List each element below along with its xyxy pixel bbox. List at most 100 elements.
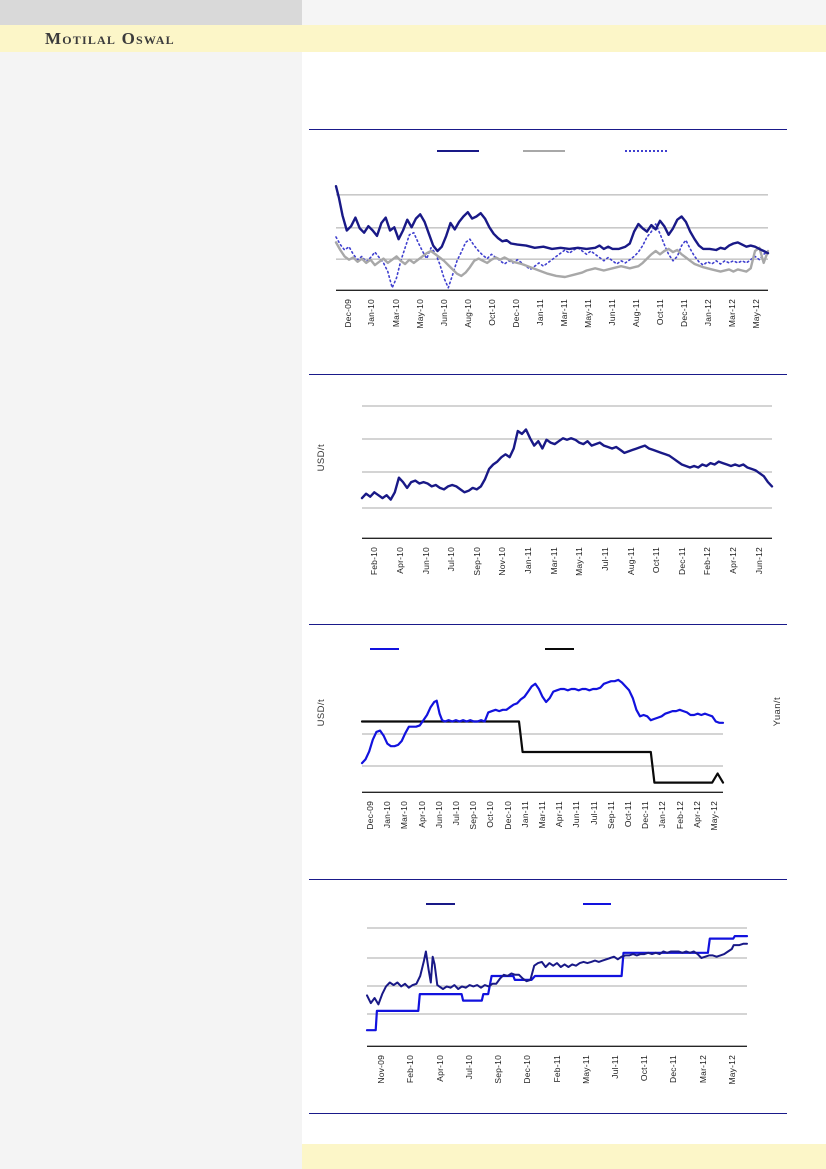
x-axis-tick-label: Sep-10: [468, 801, 479, 830]
chart-4-x-axis-labels: Nov-09 Feb-10 Apr-10 Jul-10 Sep-10 Dec-10 Feb-…: [367, 1050, 747, 1112]
x-axis-tick-label: Mar-11: [537, 801, 547, 829]
x-axis-tick-label: Feb-11: [551, 1055, 562, 1083]
section-divider-bottom: [309, 1113, 787, 1114]
x-axis-tick-label: Aug-10: [462, 299, 473, 328]
series-line-gray-solid: [334, 241, 770, 279]
chart-2-y-axis-label: USD/t: [316, 444, 327, 472]
chart-1-x-axis-labels: Dec-09 Jan-10 Mar-10 May-10 Jun-10 Aug-10 Oct-…: [336, 294, 768, 356]
x-axis-tick-label: Apr-10: [434, 1055, 445, 1082]
x-axis-tick-label: May-11: [580, 1055, 591, 1084]
series-line-blue-dotted: [335, 223, 769, 289]
x-axis-tick-label: Jul-10: [446, 547, 457, 572]
x-axis-tick-label: Apr-10: [394, 547, 405, 574]
x-axis-tick-label: Jan-10: [382, 801, 393, 829]
x-axis-tick-label: Oct-11: [622, 801, 633, 828]
legend-sample-solid-0: [370, 648, 399, 650]
x-axis-tick-label: Mar-10: [399, 801, 410, 830]
x-axis-tick-label: May-12: [726, 1055, 737, 1085]
series-line-bright-blue: [360, 678, 725, 765]
x-axis-tick-label: Jan-11: [534, 299, 545, 326]
legend-sample-solid-1: [545, 648, 574, 650]
x-axis-tick-label: Dec-10: [502, 801, 513, 830]
x-axis-tick-label: Dec-11: [676, 547, 687, 575]
x-axis-tick-label: Jun-10: [438, 299, 449, 327]
brand-banner: Motilal Oswal: [0, 25, 826, 52]
chart-4-plot: [365, 927, 749, 1048]
top-left-gray-bar: [0, 0, 302, 25]
chart-1-plot: [334, 185, 770, 292]
section-divider-2: [309, 374, 787, 375]
x-axis-tick-label: Jun-11: [571, 801, 582, 828]
x-axis-tick-label: Jul-11: [599, 547, 610, 571]
x-axis-tick-label: Jan-10: [366, 299, 377, 327]
x-axis-tick-label: Oct-11: [654, 299, 665, 326]
section-divider-4: [309, 879, 787, 880]
x-axis-tick-label: Sep-11: [605, 801, 616, 829]
chart-3-left-y-axis-label: USD/t: [316, 699, 327, 727]
section-divider-1: [309, 129, 787, 130]
x-axis-tick-label: Mar-12: [697, 1055, 708, 1084]
x-axis-tick-label: Jul-11: [609, 1055, 620, 1079]
x-axis-tick-label: Mar-12: [726, 299, 737, 328]
x-axis-tick-label: Jan-11: [523, 547, 534, 574]
x-axis-tick-label: Apr-12: [728, 547, 739, 574]
x-axis-tick-label: Feb-12: [674, 801, 685, 830]
legend-sample-solid-1: [583, 903, 611, 905]
series-line-bright-blue-step: [365, 935, 749, 1032]
chart-3-plot: [360, 678, 725, 794]
x-axis-tick-label: Jun-11: [606, 299, 617, 326]
x-axis-tick-label: Dec-11: [640, 801, 651, 829]
brand-logo-text: Motilal Oswal: [45, 28, 175, 48]
x-axis-tick-label: Sep-10: [493, 1055, 504, 1084]
x-axis-tick-label: May-12: [708, 801, 719, 831]
x-axis-tick-label: Feb-10: [405, 1055, 416, 1084]
x-axis-tick-label: Oct-11: [651, 547, 662, 574]
chart-2-plot: [360, 405, 774, 540]
x-axis-tick-label: Oct-11: [639, 1055, 650, 1082]
x-axis-tick-label: Feb-12: [702, 547, 713, 576]
x-axis-tick-label: Jul-11: [588, 801, 599, 825]
x-axis-tick-label: Nov-10: [497, 547, 508, 576]
section-divider-3: [309, 624, 787, 625]
x-axis-tick-label: Jan-11: [519, 801, 530, 828]
chart-3-right-y-axis-label: Yuan/t: [772, 697, 783, 727]
x-axis-tick-label: Sep-10: [471, 547, 482, 576]
x-axis-tick-label: Jun-10: [420, 547, 431, 575]
x-axis-tick-label: Jul-10: [463, 1055, 474, 1080]
series-line-navy-solid: [360, 428, 774, 501]
chart-1-legend: [0, 146, 826, 158]
legend-sample-solid-0: [437, 150, 479, 152]
x-axis-tick-label: Feb-10: [369, 547, 380, 576]
x-axis-tick-label: Jun-10: [433, 801, 444, 829]
x-axis-tick-label: Jun-12: [753, 547, 764, 575]
x-axis-tick-label: Dec-10: [510, 299, 521, 328]
chart-3-x-axis-labels: Dec-09 Jan-10 Mar-10 Apr-10 Jun-10 Jul-10 Sep-…: [362, 796, 723, 858]
x-axis-tick-label: Nov-09: [376, 1055, 387, 1084]
top-right-gray-bar: [302, 0, 826, 25]
x-axis-tick-label: Aug-11: [630, 299, 641, 327]
x-axis-tick-label: Dec-09: [342, 299, 353, 328]
legend-sample-solid-0: [426, 903, 455, 905]
x-axis-tick-label: May-11: [582, 299, 593, 328]
footer-yellow-bar: [302, 1144, 826, 1169]
x-axis-tick-label: Dec-10: [522, 1055, 533, 1084]
chart-3-legend: [0, 644, 826, 656]
x-axis-tick-label: Apr-12: [691, 801, 702, 828]
chart-4-legend: [0, 899, 826, 911]
x-axis-tick-label: Apr-10: [416, 801, 427, 828]
chart-2-x-axis-labels: Feb-10 Apr-10 Jun-10 Jul-10 Sep-10 Nov-10 Jan-…: [362, 542, 772, 604]
x-axis-tick-label: May-12: [750, 299, 761, 329]
legend-sample-solid-1: [523, 150, 565, 152]
series-line-navy-solid: [334, 185, 770, 255]
x-axis-tick-label: May-10: [414, 299, 425, 329]
series-line-navy-solid: [366, 942, 748, 1006]
x-axis-tick-label: Jan-12: [657, 801, 668, 829]
left-sidebar-panel: [0, 52, 302, 1169]
x-axis-tick-label: Oct-10: [486, 299, 497, 326]
x-axis-tick-label: Aug-11: [625, 547, 636, 575]
x-axis-tick-label: Jan-12: [702, 299, 713, 327]
series-line-black-step: [360, 720, 725, 784]
legend-sample-dotted-2: [625, 150, 667, 152]
x-axis-tick-label: Dec-11: [668, 1055, 679, 1083]
x-axis-tick-label: Mar-11: [558, 299, 569, 327]
